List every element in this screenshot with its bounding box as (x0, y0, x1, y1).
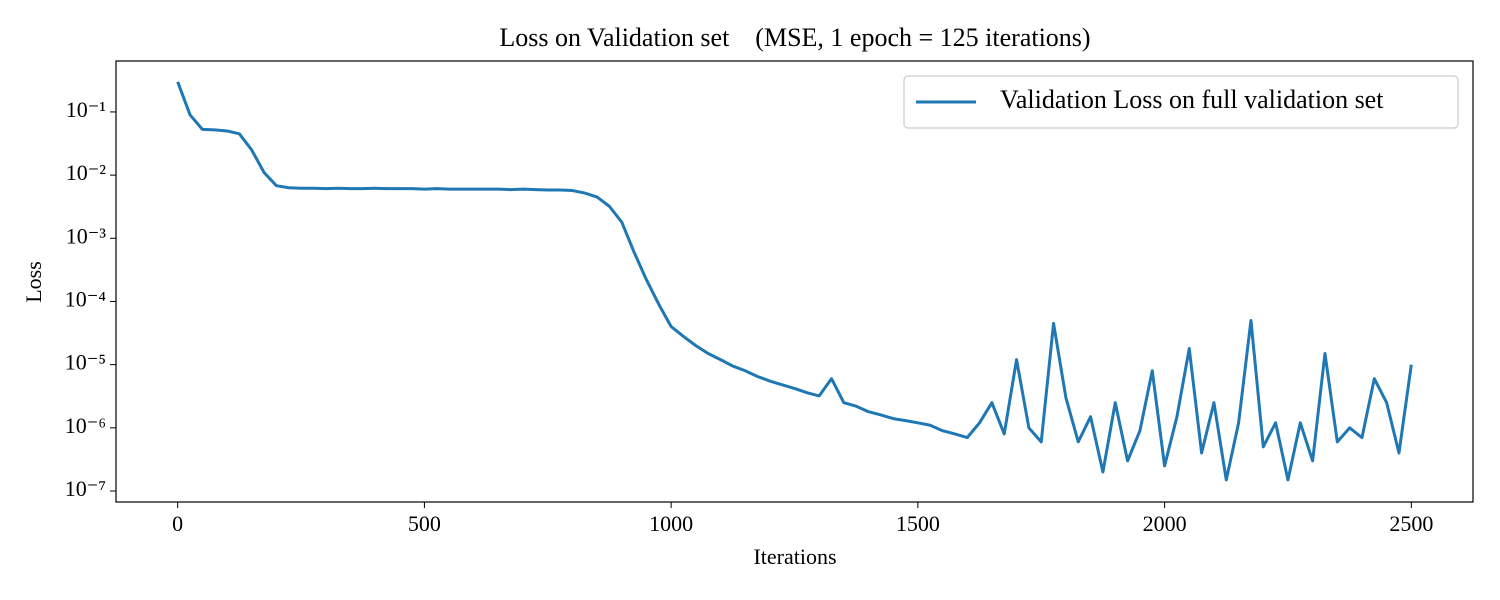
x-tick-label: 500 (408, 511, 441, 536)
chart-title: Loss on Validation set (MSE, 1 epoch = 1… (499, 23, 1090, 52)
x-axis-label: Iterations (753, 544, 836, 569)
plot-frame (115, 60, 1474, 503)
legend-label: Validation Loss on full validation set (1000, 85, 1384, 114)
x-tick-label: 2000 (1143, 511, 1187, 536)
y-tick-label: 10⁻² (66, 160, 107, 185)
y-tick-label: 10⁻³ (66, 223, 107, 248)
x-tick-label: 1500 (896, 511, 940, 536)
line (176, 81, 1413, 482)
y-tick-label: 10⁻¹ (66, 97, 106, 122)
y-tick-label: 10⁻⁴ (65, 287, 107, 312)
x-tick-label: 0 (172, 511, 183, 536)
y-tick-label: 10⁻⁷ (65, 476, 106, 501)
x-tick-label: 1000 (649, 511, 693, 536)
y-axis-label: Loss (21, 261, 46, 303)
y-tick-label: 10⁻⁶ (65, 413, 106, 438)
legend-box (903, 75, 1459, 129)
x-tick-label: 2500 (1389, 511, 1433, 536)
y-tick-label: 10⁻⁵ (65, 350, 106, 375)
